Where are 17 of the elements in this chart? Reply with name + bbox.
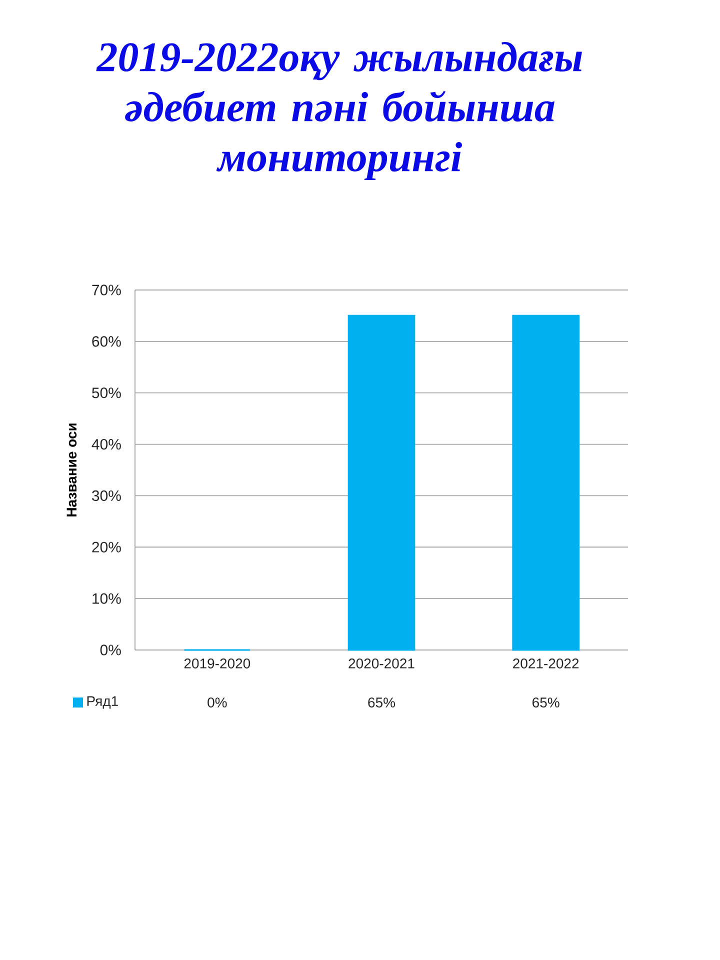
y-tick-label: 40% [92, 438, 121, 450]
y-tick-label: 30% [92, 490, 121, 502]
x-tick-label: 2019-2020 [184, 658, 250, 668]
x-tick-label: 2020-2021 [348, 658, 414, 668]
legend-label: Ряд1 [87, 696, 118, 709]
y-tick-label: 50% [92, 388, 121, 398]
y-tick-label: 70% [92, 284, 121, 296]
data-label: 0% [208, 698, 227, 708]
data-label: 65% [368, 698, 396, 708]
data-label: 65% [532, 698, 560, 708]
chart-title: 2019-2022оқу жылындағы әдебиет пәні бойынша мониторингі [96, 42, 582, 180]
x-tick-label: 2021-2022 [513, 658, 579, 668]
y-tick-label: 60% [92, 336, 121, 347]
y-tick-label: 0% [100, 644, 121, 656]
y-axis-title: Название оси [66, 424, 77, 516]
y-tick-label: 10% [92, 593, 121, 604]
y-tick-label: 20% [92, 542, 121, 552]
